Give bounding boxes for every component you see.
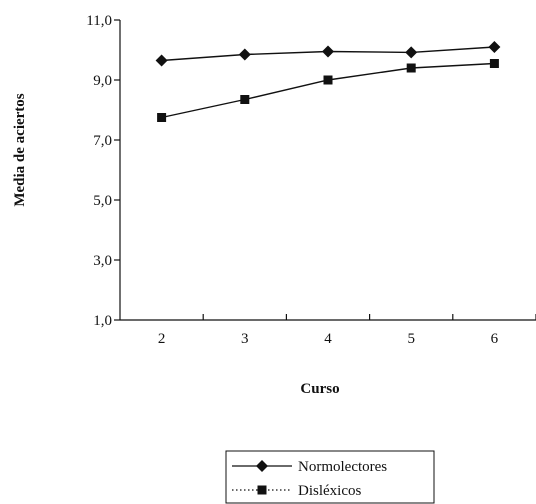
diamond-point (488, 41, 501, 53)
series-2 (157, 59, 499, 122)
legend-label: Disléxicos (298, 483, 361, 499)
square-point (323, 75, 333, 85)
legend-item: Disléxicos (232, 483, 361, 499)
y-tick-label: 11,0 (86, 13, 112, 29)
legend-item: Normolectores (232, 459, 387, 475)
diamond-point (155, 54, 168, 67)
x-tick-label: 6 (491, 331, 499, 347)
square-point (240, 95, 250, 104)
diamond-point (322, 45, 334, 58)
y-tick-label: 3,0 (93, 253, 112, 269)
legend-diamond-marker (256, 460, 268, 472)
y-tick-label: 1,0 (93, 313, 112, 329)
legend-items: Normolectores Disléxicos (232, 459, 387, 499)
diamond-point (238, 48, 251, 61)
series-1 (155, 41, 501, 67)
x-axis-ticks: 2 3 4 5 6 (158, 314, 536, 347)
legend: Normolectores Disléxicos (225, 450, 435, 504)
legend-label: Normolectores (298, 459, 387, 475)
square-point (406, 63, 416, 73)
series-layer (155, 41, 501, 122)
x-axis-title: Curso (300, 381, 339, 397)
x-tick-label: 5 (407, 331, 415, 347)
x-tick-label: 4 (324, 331, 332, 347)
square-point (489, 59, 499, 68)
y-axis-title: Media de aciertos (12, 93, 28, 206)
diamond-point (405, 46, 418, 59)
square-point (157, 113, 167, 122)
y-axis-ticks: 1,0 3,0 5,0 7,0 9,0 11,0 (86, 13, 120, 329)
x-tick-label: 3 (241, 331, 249, 347)
legend-square-marker (257, 485, 267, 495)
y-tick-label: 5,0 (93, 193, 112, 209)
series-line (161, 62, 495, 119)
x-tick-label: 2 (158, 331, 166, 347)
plot-area: 1,0 3,0 5,0 7,0 9,0 11,0 2 3 4 5 6 (86, 13, 536, 347)
y-tick-label: 7,0 (93, 133, 112, 149)
y-tick-label: 9,0 (93, 73, 112, 89)
